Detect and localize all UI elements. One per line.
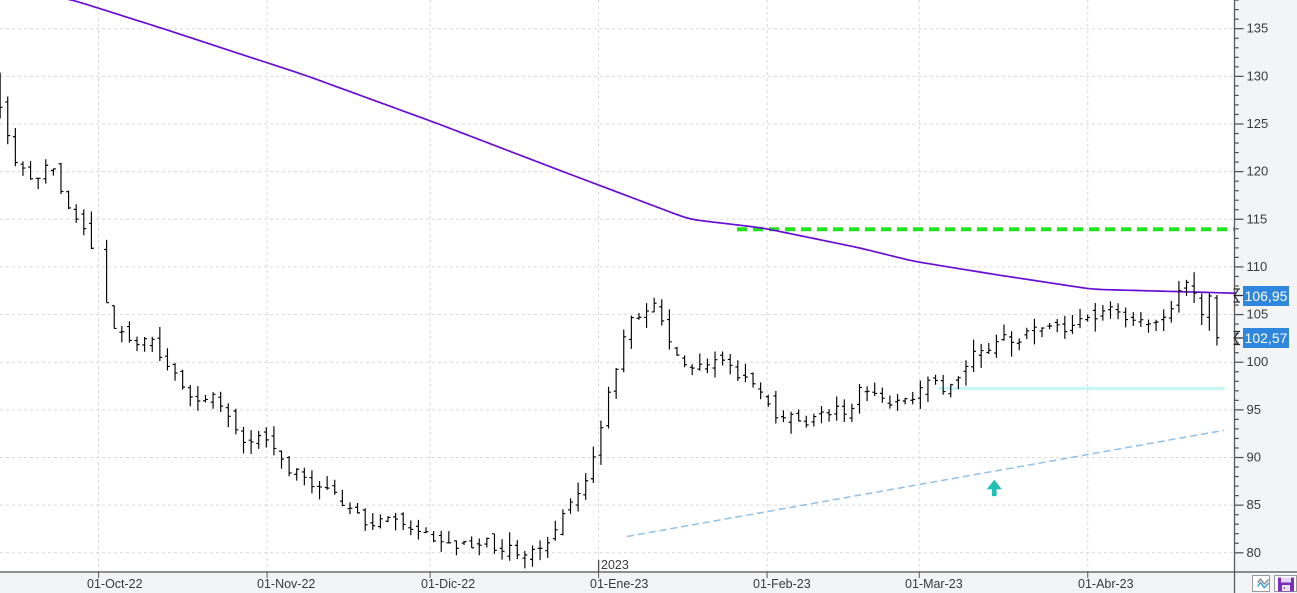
svg-text:01-Feb-23: 01-Feb-23 [753, 577, 811, 591]
svg-text:01-Abr-23: 01-Abr-23 [1078, 577, 1134, 591]
svg-text:2023: 2023 [601, 558, 629, 572]
svg-text:130: 130 [1247, 68, 1269, 83]
svg-text:100: 100 [1247, 354, 1269, 369]
svg-text:105: 105 [1247, 307, 1269, 322]
svg-text:85: 85 [1247, 497, 1261, 512]
svg-text:115: 115 [1247, 211, 1268, 226]
svg-text:110: 110 [1247, 259, 1268, 274]
svg-text:01-Ene-23: 01-Ene-23 [590, 577, 648, 591]
svg-text:01-Mar-23: 01-Mar-23 [905, 577, 963, 591]
svg-text:120: 120 [1247, 164, 1269, 179]
svg-text:01-Nov-22: 01-Nov-22 [257, 577, 315, 591]
svg-text:80: 80 [1247, 545, 1261, 560]
svg-text:01-Dic-22: 01-Dic-22 [421, 577, 475, 591]
svg-text:135: 135 [1247, 21, 1269, 36]
svg-text:95: 95 [1247, 402, 1261, 417]
svg-text:90: 90 [1247, 450, 1261, 465]
svg-text:125: 125 [1247, 116, 1269, 131]
svg-text:01-Oct-22: 01-Oct-22 [87, 577, 143, 591]
